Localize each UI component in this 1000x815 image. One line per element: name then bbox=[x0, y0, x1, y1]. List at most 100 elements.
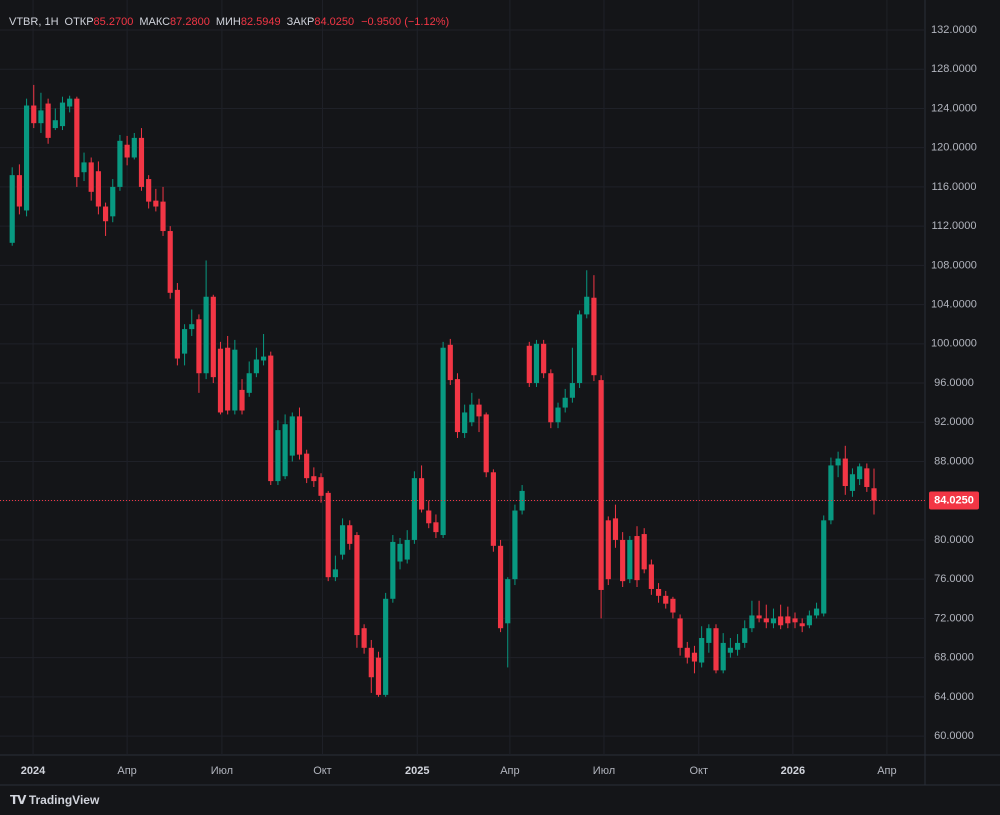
candle-body bbox=[821, 520, 827, 614]
y-tick-label: 96.0000 bbox=[934, 377, 974, 389]
candle-body bbox=[842, 458, 848, 487]
candle-body bbox=[325, 492, 331, 578]
candle-body bbox=[246, 373, 252, 393]
candle-body bbox=[131, 137, 137, 158]
candle-body bbox=[691, 652, 698, 662]
candle-body bbox=[727, 647, 733, 653]
candle-body bbox=[110, 186, 116, 217]
candle-body bbox=[526, 345, 532, 384]
candle-body bbox=[74, 98, 80, 178]
y-tick-label: 120.0000 bbox=[931, 142, 977, 154]
header-value: 85.2700 bbox=[93, 16, 134, 28]
y-tick-label: 128.0000 bbox=[931, 63, 977, 75]
candle-body bbox=[196, 319, 202, 374]
candle-body bbox=[648, 564, 654, 589]
candle-body bbox=[433, 522, 439, 533]
candle-body bbox=[375, 657, 382, 695]
candle-body bbox=[81, 162, 87, 173]
candle-body bbox=[289, 416, 295, 456]
ohlc-header: VTBR, 1Н ОТКР85.2700 МАКС87.2800 МИН82.5949… bbox=[9, 16, 449, 28]
candle-body bbox=[311, 476, 317, 482]
candle-body bbox=[734, 642, 741, 650]
candle-body bbox=[857, 466, 863, 480]
candle-body bbox=[541, 343, 547, 374]
header-value: 87.2800 bbox=[170, 16, 210, 28]
y-tick-label: 92.0000 bbox=[934, 416, 974, 428]
y-tick-label: 64.0000 bbox=[934, 691, 974, 703]
candle-body bbox=[411, 478, 417, 540]
candle-body bbox=[282, 424, 288, 477]
y-tick-label: 116.0000 bbox=[931, 181, 976, 193]
candle-body bbox=[447, 344, 453, 381]
candle-body bbox=[347, 525, 353, 544]
candle-body bbox=[181, 329, 188, 354]
header-value: 84.0250 bbox=[314, 16, 355, 28]
x-tick-label: Апр bbox=[877, 765, 896, 777]
candle-body bbox=[124, 144, 130, 158]
x-tick-label: Июл bbox=[211, 765, 233, 777]
candle-body bbox=[52, 120, 58, 129]
candle-body bbox=[318, 477, 324, 496]
candle-body bbox=[146, 179, 152, 202]
candle-body bbox=[641, 534, 647, 570]
candle-body bbox=[713, 628, 719, 671]
candle-body bbox=[677, 618, 683, 648]
candle-body bbox=[59, 102, 66, 127]
candle-body bbox=[469, 404, 475, 423]
candle-body bbox=[339, 525, 346, 555]
candle-body bbox=[38, 110, 44, 124]
header-label: ЗАКР bbox=[286, 16, 315, 28]
y-tick-label: 104.0000 bbox=[931, 298, 977, 310]
candle-body bbox=[770, 618, 777, 624]
candle-body bbox=[217, 348, 224, 413]
x-tick-label: Окт bbox=[690, 765, 709, 777]
candle-body bbox=[497, 545, 504, 629]
y-tick-label: 112.0000 bbox=[931, 220, 976, 232]
candle-body bbox=[655, 588, 662, 596]
candle-body bbox=[174, 289, 180, 359]
candle-body bbox=[512, 510, 518, 580]
x-tick-label: Апр bbox=[500, 765, 519, 777]
candle-body bbox=[483, 414, 489, 473]
candle-body bbox=[454, 379, 461, 433]
x-tick-label: 2025 bbox=[405, 765, 429, 777]
candle-body bbox=[684, 647, 690, 658]
y-tick-label: 76.0000 bbox=[934, 573, 974, 585]
candle-body bbox=[95, 171, 101, 207]
change: −0.9500 (−1.12%) bbox=[361, 16, 450, 28]
brand-logo[interactable]: 𝗧𝗩 TradingView bbox=[10, 793, 100, 807]
candle-body bbox=[404, 539, 410, 560]
y-tick-label: 72.0000 bbox=[934, 612, 974, 624]
x-tick-label: Окт bbox=[313, 765, 332, 777]
candle-body bbox=[153, 200, 159, 207]
candle-body bbox=[210, 296, 216, 378]
candle-body bbox=[533, 343, 540, 384]
candle-body bbox=[102, 206, 109, 222]
candle-body bbox=[440, 347, 446, 536]
symbol: VTBR, 1Н bbox=[9, 16, 59, 28]
candle-body bbox=[390, 541, 396, 599]
header-label: МИН bbox=[215, 16, 241, 28]
candle-body bbox=[275, 430, 281, 482]
candle-body bbox=[397, 543, 403, 562]
candle-body bbox=[598, 380, 604, 590]
candle-body bbox=[778, 616, 784, 626]
candle-body bbox=[239, 389, 245, 411]
header-label: МАКС bbox=[139, 16, 171, 28]
candle-body bbox=[490, 472, 496, 546]
y-tick-label: 108.0000 bbox=[931, 259, 977, 271]
candle-body bbox=[167, 231, 173, 293]
y-tick-label: 132.0000 bbox=[931, 24, 977, 36]
header-label: ОТКР bbox=[64, 16, 94, 28]
candle-body bbox=[749, 615, 755, 629]
y-tick-label: 80.0000 bbox=[934, 534, 974, 546]
candle-body bbox=[354, 535, 360, 636]
candle-body bbox=[9, 175, 15, 243]
candle-body bbox=[361, 628, 367, 648]
candle-body bbox=[555, 407, 561, 423]
candle-body bbox=[670, 598, 676, 613]
candle-body bbox=[225, 347, 231, 411]
candle-body bbox=[462, 412, 468, 434]
